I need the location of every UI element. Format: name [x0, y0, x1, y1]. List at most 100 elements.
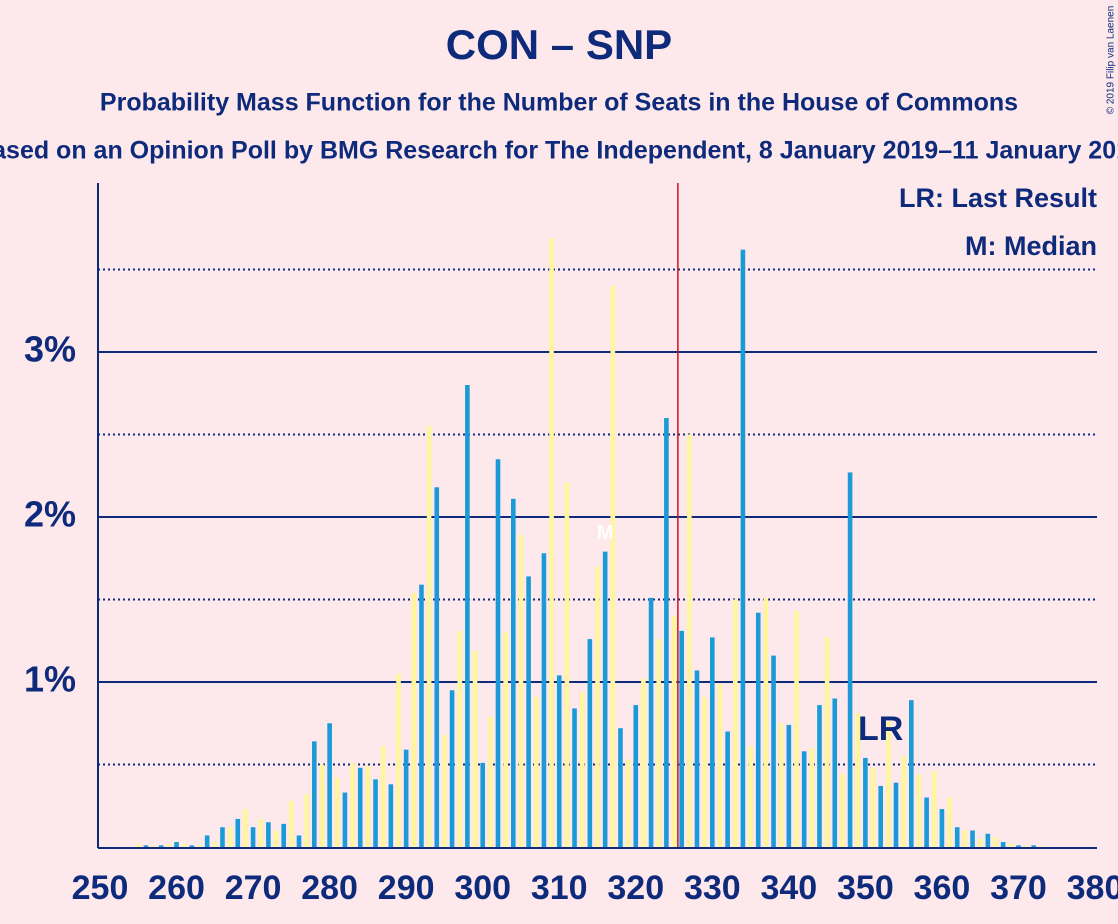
bar	[143, 845, 149, 847]
bar	[832, 698, 838, 847]
bar	[1039, 846, 1044, 847]
bar	[334, 777, 340, 847]
bar	[472, 650, 478, 847]
bar	[319, 764, 325, 847]
bar	[564, 482, 570, 847]
bar	[312, 741, 317, 847]
bar	[166, 843, 172, 847]
bar	[549, 238, 554, 847]
bar	[847, 472, 853, 847]
bar	[579, 691, 585, 847]
bar	[289, 800, 294, 847]
bar	[342, 792, 348, 847]
bar	[901, 756, 906, 847]
bar	[266, 822, 271, 847]
bar	[503, 632, 508, 847]
x-tick-label: 330	[684, 869, 741, 907]
x-tick-label: 310	[531, 869, 588, 907]
bar	[809, 748, 815, 847]
bar	[633, 705, 639, 847]
bar	[947, 797, 952, 847]
bar	[419, 584, 424, 847]
x-tick-label: 280	[301, 869, 358, 907]
bar	[1000, 842, 1006, 847]
bar	[602, 551, 608, 847]
bar	[817, 705, 822, 847]
bar	[962, 830, 968, 847]
chart-caption: Based on an Opinion Poll by BMG Research…	[0, 137, 1118, 165]
bar	[480, 762, 485, 847]
bar	[1008, 843, 1014, 847]
bar	[824, 637, 830, 847]
bar	[710, 637, 715, 847]
bar	[870, 767, 876, 847]
bar	[855, 713, 861, 847]
bar	[250, 827, 256, 847]
bar	[243, 809, 248, 847]
bar	[327, 723, 332, 847]
bar	[151, 845, 156, 847]
bar	[909, 700, 914, 847]
bar	[235, 818, 241, 847]
x-tick-label: 250	[72, 869, 129, 907]
bar	[970, 830, 975, 847]
bar	[158, 845, 164, 847]
bar	[878, 785, 883, 847]
bar	[174, 842, 179, 847]
bar	[993, 837, 998, 847]
x-tick-label: 340	[760, 869, 817, 907]
bar	[511, 498, 516, 847]
bar	[526, 576, 531, 847]
bar	[273, 830, 279, 847]
bar	[840, 774, 845, 847]
bar	[488, 716, 493, 847]
bar	[365, 766, 371, 847]
bar	[916, 774, 922, 847]
legend-entry: LR: Last Result	[899, 183, 1097, 213]
copyright: © 2019 Filip van Laenen	[1106, 6, 1117, 115]
bar	[220, 827, 225, 847]
annotation: M	[597, 522, 614, 544]
bar	[977, 838, 983, 847]
bar	[197, 845, 202, 847]
bar	[863, 757, 868, 847]
x-tick-label: 370	[990, 869, 1047, 907]
bar	[954, 827, 960, 847]
bar	[518, 535, 524, 847]
bar	[258, 818, 264, 847]
bar	[281, 823, 286, 847]
bar	[648, 597, 654, 847]
chart-title: CON – SNP	[446, 21, 672, 68]
bar	[740, 249, 746, 847]
bar	[1016, 845, 1021, 847]
bar	[181, 843, 187, 847]
bar	[1023, 845, 1029, 847]
bar	[556, 675, 562, 847]
x-tick-label: 320	[607, 869, 664, 907]
bar	[625, 759, 631, 847]
bar	[732, 599, 738, 847]
x-tick-label: 300	[454, 869, 511, 907]
bar	[533, 696, 539, 847]
bar	[771, 655, 776, 847]
bar	[610, 286, 616, 847]
bar	[931, 771, 937, 847]
bar	[357, 767, 363, 847]
bar	[778, 723, 784, 847]
bar	[135, 843, 141, 847]
bar	[801, 751, 807, 847]
bar	[924, 797, 929, 847]
bar	[794, 611, 799, 847]
x-tick-label: 350	[837, 869, 894, 907]
x-tick-label: 290	[378, 869, 435, 907]
bar	[717, 683, 723, 847]
bar	[212, 842, 218, 847]
x-tick-label: 260	[148, 869, 205, 907]
bar	[671, 616, 677, 847]
bar	[457, 630, 463, 847]
bar	[694, 670, 700, 847]
bar	[388, 784, 394, 847]
bar	[541, 553, 547, 847]
bar	[411, 592, 417, 847]
